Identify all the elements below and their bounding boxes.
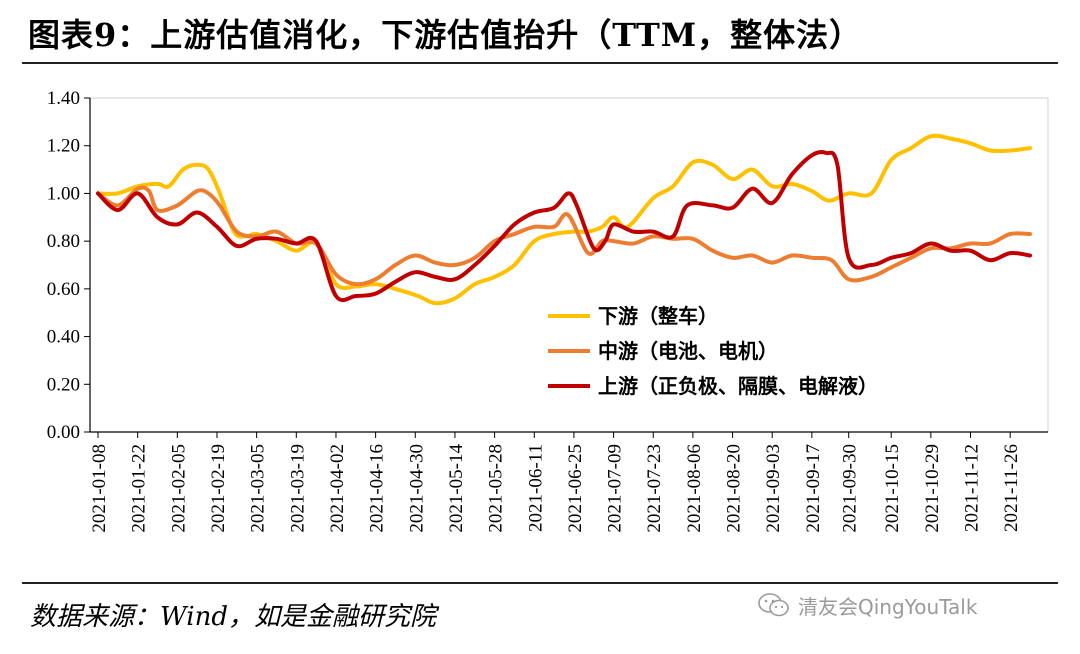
series-line-downstream xyxy=(96,133,1032,306)
x-tick-label: 2021-06-25 xyxy=(565,444,586,533)
x-tick-label: 2021-09-03 xyxy=(763,444,784,533)
source-divider xyxy=(22,582,1058,584)
legend-entry-upstream: 上游（正负极、隔膜、电解液） xyxy=(548,374,878,398)
legend-entry-downstream: 下游（整车） xyxy=(548,304,718,328)
watermark-text: 清友会QingYouTalk xyxy=(798,594,978,619)
series-line-midstream xyxy=(96,185,1032,287)
legend-label: 下游（整车） xyxy=(598,304,718,328)
chart-axes: 0.00 0.20 0.40 0.60 0.80 1.00 1.20 1.40 2021-01-… xyxy=(47,88,1049,533)
x-tick-label: 2021-02-19 xyxy=(208,444,229,533)
title-divider xyxy=(22,62,1058,64)
x-tick-label: 2021-04-30 xyxy=(406,444,427,533)
x-tick-label: 2021-07-23 xyxy=(644,444,665,533)
legend-label: 中游（电池、电机） xyxy=(598,339,778,363)
y-tick-label: 0.00 xyxy=(47,422,80,443)
x-tick-label: 2021-01-08 xyxy=(89,444,110,533)
x-tick-label: 2021-11-12 xyxy=(962,444,983,532)
x-tick-label: 2021-05-14 xyxy=(446,444,467,533)
y-tick-label: 0.60 xyxy=(47,279,80,300)
source-note: 数据来源：Wind，如是金融研究院 xyxy=(30,602,436,632)
x-tick-label: 2021-01-22 xyxy=(129,444,150,533)
plot-area xyxy=(89,97,1049,433)
y-tick-label: 0.80 xyxy=(47,231,80,252)
y-tick-label: 1.20 xyxy=(47,136,80,157)
legend-entry-midstream: 中游（电池、电机） xyxy=(548,339,778,363)
x-tick-label: 2021-09-17 xyxy=(803,444,824,533)
x-tick-label: 2021-11-26 xyxy=(1001,444,1022,532)
page-title: 图表9：上游估值消化，下游估值抬升（TTM，整体法） xyxy=(28,16,863,54)
legend-label: 上游（正负极、隔膜、电解液） xyxy=(598,374,878,398)
x-tick-label: 2021-10-15 xyxy=(882,444,903,533)
watermark: 清友会QingYouTalk xyxy=(758,590,977,620)
x-tick-label: 2021-03-19 xyxy=(287,444,308,533)
x-tick-label: 2021-04-16 xyxy=(367,444,388,533)
x-tick-label: 2021-05-28 xyxy=(486,444,507,533)
y-tick-label: 1.00 xyxy=(47,183,80,204)
chart-series xyxy=(96,133,1032,306)
series-line-upstream xyxy=(96,150,1032,303)
x-tick-label: 2021-02-05 xyxy=(168,444,189,533)
y-tick-label: 0.40 xyxy=(47,327,80,348)
x-tick-label: 2021-09-30 xyxy=(840,444,861,533)
x-tick-label: 2021-04-02 xyxy=(327,444,348,533)
wechat-icon xyxy=(758,593,789,617)
x-tick-label: 2021-03-05 xyxy=(248,444,269,533)
x-tick-label: 2021-06-11 xyxy=(525,444,546,532)
y-tick-label: 1.40 xyxy=(47,88,80,109)
x-tick-label: 2021-07-09 xyxy=(605,444,626,533)
x-tick-label: 2021-08-20 xyxy=(724,444,745,533)
x-tick-label: 2021-08-06 xyxy=(684,444,705,533)
chart-legend: 下游（整车） 中游（电池、电机） 上游（正负极、隔膜、电解液） xyxy=(548,304,878,398)
y-tick-label: 0.20 xyxy=(47,374,80,395)
x-tick-label: 2021-10-29 xyxy=(922,444,943,533)
